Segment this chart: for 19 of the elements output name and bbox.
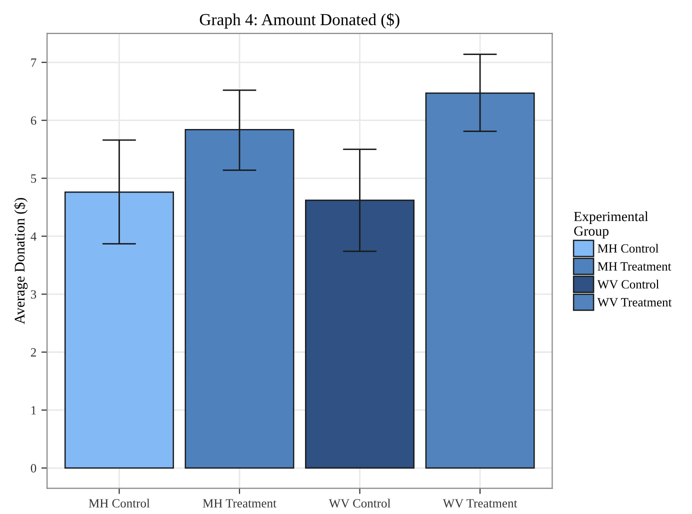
- y-tick-label: 1: [31, 406, 36, 414]
- y-tick-label: 5: [31, 174, 36, 183]
- legend-label: MH Control: [598, 244, 659, 253]
- y-axis-title: Average Donation ($): [14, 198, 28, 324]
- chart-title: Graph 4: Amount Donated ($): [200, 13, 400, 29]
- y-tick-label: 7: [31, 58, 36, 67]
- y-tick-label: 0: [30, 464, 36, 472]
- legend-label: WV Treatment: [597, 298, 672, 307]
- y-tick-label: 4: [30, 232, 36, 241]
- legend-label: WV Control: [597, 280, 659, 289]
- x-tick-label: MH Treatment: [202, 499, 276, 508]
- x-tick-label: MH Control: [88, 498, 150, 508]
- y-tick-label: 2: [30, 348, 36, 356]
- y-tick-label: 6: [30, 116, 36, 125]
- legend-title: Experimental Group: [574, 211, 648, 239]
- legend-label: MH Treatment: [598, 262, 672, 271]
- x-tick-label: WV Control: [328, 498, 390, 508]
- y-tick-label: 3: [30, 290, 36, 299]
- x-tick-label: WV Treatment: [442, 499, 518, 508]
